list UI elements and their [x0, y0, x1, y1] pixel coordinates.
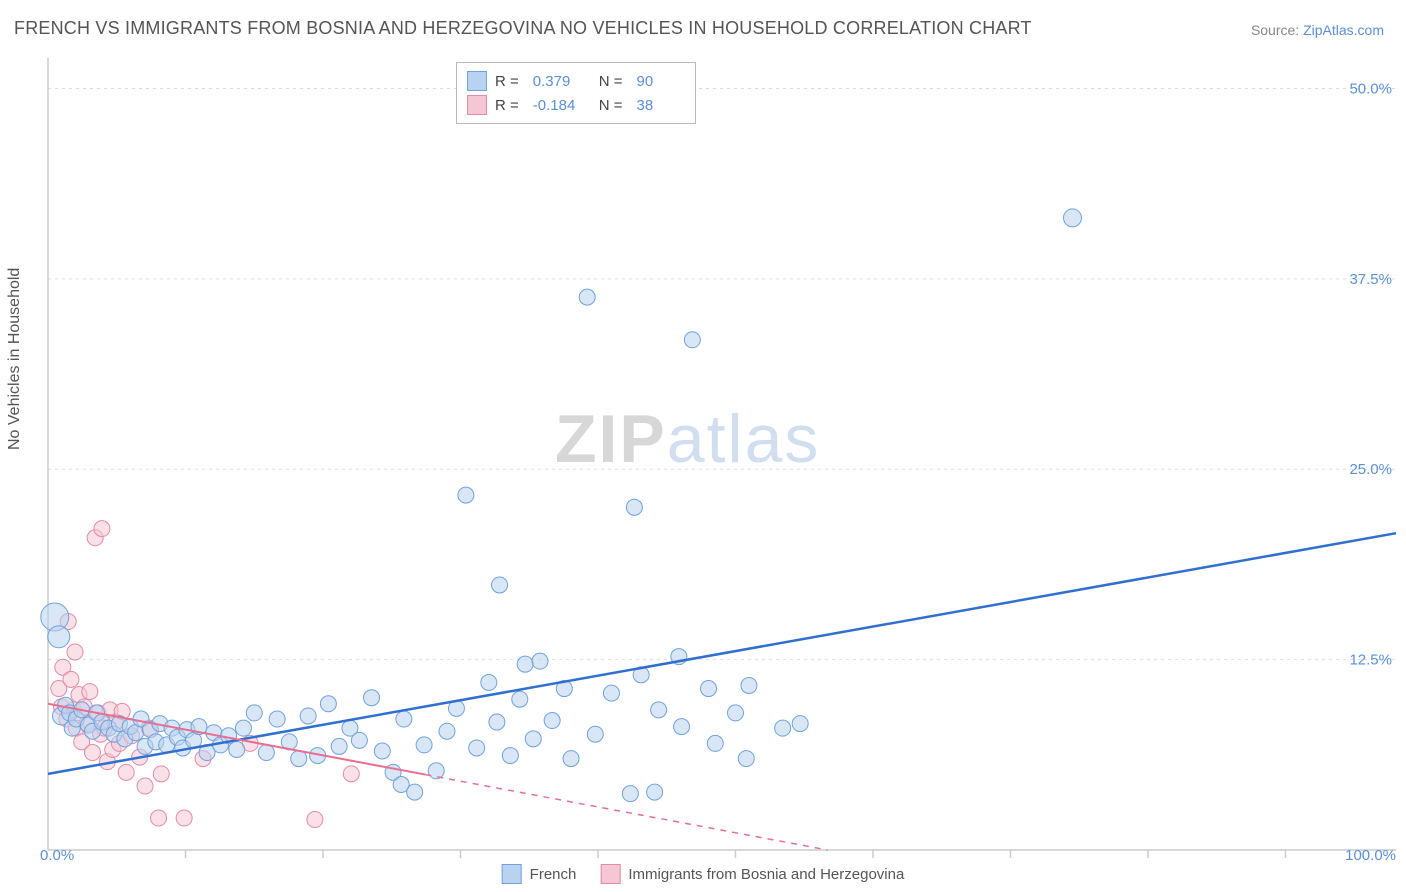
x-axis-max-label: 100.0% — [1345, 847, 1396, 864]
stats-legend-box: R = 0.379 N = 90 R = -0.184 N = 38 — [456, 62, 696, 124]
swatch-icon — [467, 95, 487, 115]
legend-item-french: French — [502, 864, 577, 884]
svg-text:12.5%: 12.5% — [1349, 652, 1392, 669]
swatch-french — [502, 864, 522, 884]
svg-text:50.0%: 50.0% — [1349, 80, 1392, 97]
r-label: R = — [495, 73, 519, 90]
svg-text:37.5%: 37.5% — [1349, 271, 1392, 288]
r-value: 0.379 — [527, 73, 581, 90]
n-value: 90 — [631, 73, 685, 90]
swatch-bosnia — [600, 864, 620, 884]
legend-label-bosnia: Immigrants from Bosnia and Herzegovina — [628, 866, 904, 883]
n-label: N = — [589, 97, 623, 114]
legend-item-bosnia: Immigrants from Bosnia and Herzegovina — [600, 864, 904, 884]
r-label: R = — [495, 97, 519, 114]
n-label: N = — [589, 73, 623, 90]
r-value: -0.184 — [527, 97, 581, 114]
legend-label-french: French — [530, 866, 577, 883]
legend-stats-row: R = 0.379 N = 90 — [467, 69, 685, 93]
n-value: 38 — [631, 97, 685, 114]
svg-text:25.0%: 25.0% — [1349, 461, 1392, 478]
chart-canvas: 12.5% 25.0% 37.5% 50.0% — [0, 0, 1406, 892]
swatch-icon — [467, 71, 487, 91]
legend-stats-row: R = -0.184 N = 38 — [467, 93, 685, 117]
x-axis-min-label: 0.0% — [40, 847, 74, 864]
series-legend: French Immigrants from Bosnia and Herzeg… — [502, 864, 905, 884]
